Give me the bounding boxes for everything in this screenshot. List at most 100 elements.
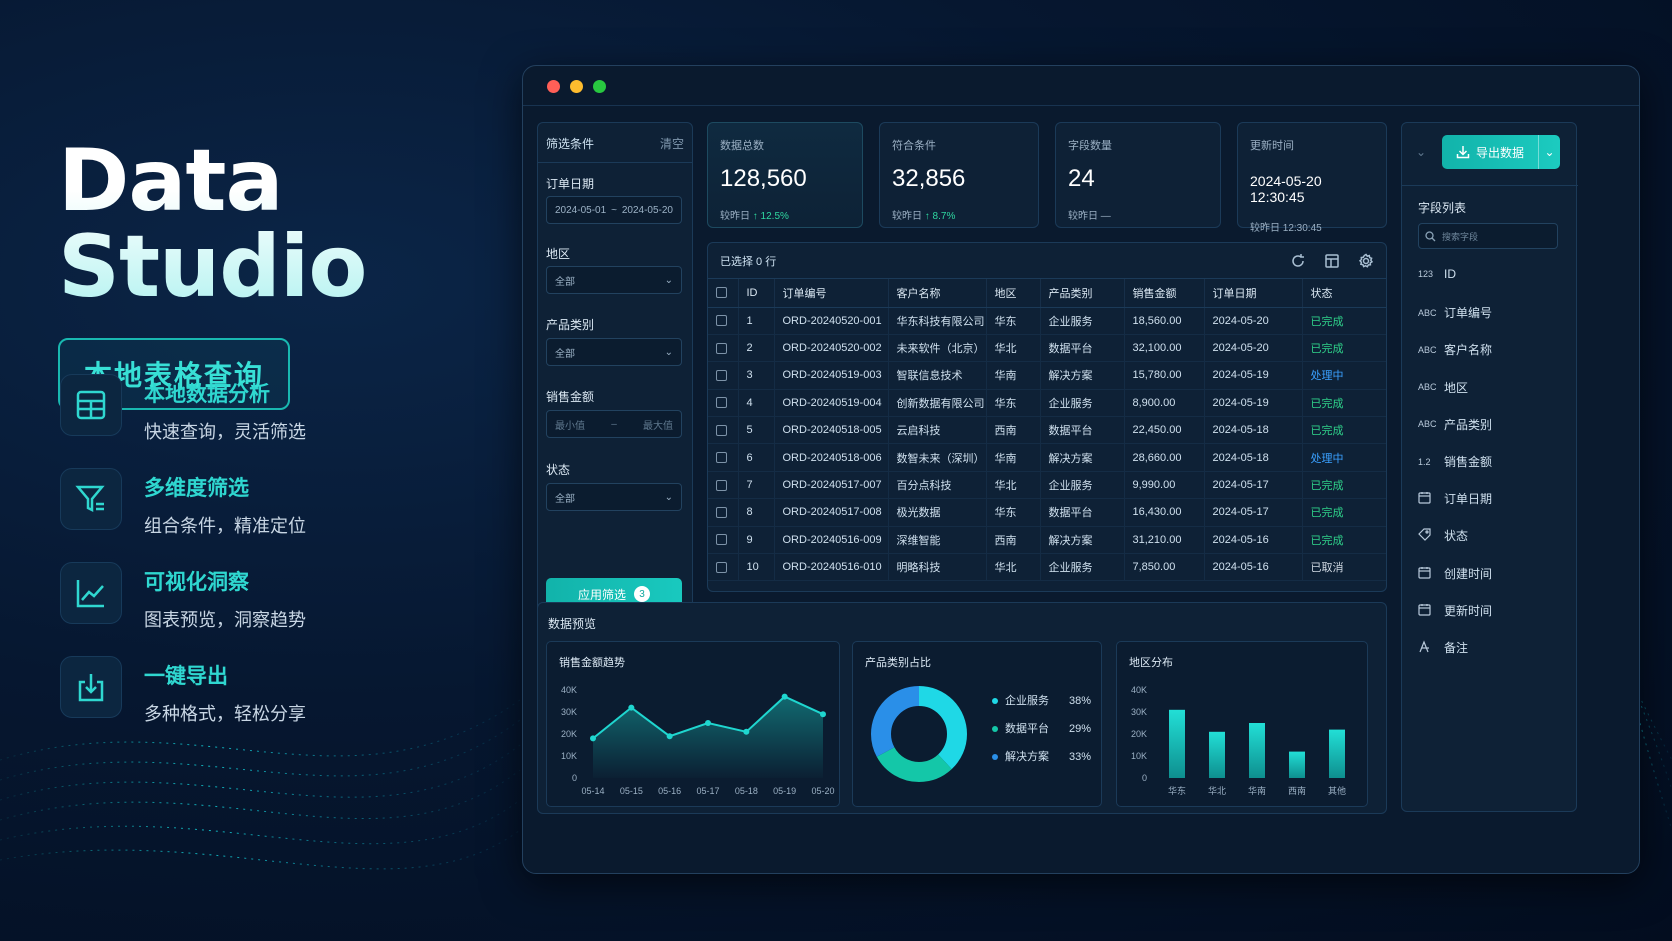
cell-category: 数据平台 [1040,334,1125,363]
region-dist-card: 地区分布 40K 30K 20K 10K 0 华东 华北 华南 西南 其他 [1116,641,1368,807]
close-window-button[interactable] [547,80,560,93]
col-header-status[interactable]: 状态 [1302,279,1386,308]
stat-value: 2024-05-20 12:30:45 [1250,173,1322,205]
columns-icon[interactable] [1324,253,1340,269]
window-titlebar [523,66,1639,106]
row-checkbox[interactable] [716,452,727,464]
col-header-date[interactable]: 订单日期 [1204,279,1303,308]
cell-category: 数据平台 [1040,498,1125,527]
stat-value: 24 [1068,165,1095,192]
y-tick-label: 0 [1142,773,1147,783]
col-header-amount[interactable]: 销售金额 [1124,279,1205,308]
field-item[interactable]: 备注 [1418,639,1468,656]
cell-amount: 22,450.00 [1124,416,1205,445]
row-checkbox[interactable] [716,370,727,382]
table-row[interactable]: 4 ORD-20240519-004 创新数据有限公司 华东 企业服务 8,900.00 2… [708,389,1386,418]
field-type-label: 1.2 [1418,456,1431,467]
field-item[interactable]: ABC 客户名称 [1418,341,1492,358]
settings-gear-icon[interactable] [1358,253,1374,269]
status-label: 状态 [546,463,571,477]
field-search-input[interactable]: 搜索字段 [1418,223,1558,249]
row-checkbox[interactable] [716,397,727,409]
maximize-window-button[interactable] [593,80,606,93]
field-item[interactable]: ABC 地区 [1418,379,1468,396]
amount-max-input[interactable]: 最大值 [643,420,673,432]
cell-id: 3 [738,361,775,390]
data-table-panel: 已选择 0 行 ID 订单编号 客户名称 地区 产品类别 销售金额 订单日期 状… [707,242,1387,592]
col-header-order-no[interactable]: 订单编号 [774,279,889,308]
clear-filters-button[interactable]: 清空 [659,137,684,151]
row-checkbox[interactable] [716,315,727,327]
cell-id: 2 [738,334,775,363]
export-dropdown-chevron-icon[interactable]: ⌄ [1538,135,1560,169]
amount-range-input[interactable]: 最小值 – 最大值 [546,410,682,438]
area-fill [593,696,823,778]
field-item[interactable]: 创建时间 [1418,565,1492,582]
field-item[interactable]: 订单日期 [1418,490,1492,507]
preview-title: 数据预览 [548,617,597,631]
tag-icon [1418,528,1444,543]
category-select[interactable]: 全部 ⌄ [546,338,682,366]
region-select[interactable]: 全部 ⌄ [546,266,682,294]
col-header-category[interactable]: 产品类别 [1040,279,1125,308]
field-item[interactable]: 123 ID [1418,267,1456,281]
row-checkbox[interactable] [716,561,727,573]
data-point [705,720,711,726]
date-separator: ~ [611,204,617,216]
row-checkbox[interactable] [716,342,727,354]
table-row[interactable]: 9 ORD-20240516-009 深维智能 西南 解决方案 31,210.00 2024… [708,526,1386,555]
stat-card-matched: 符合条件 32,856 较昨日 ↑ 8.7% [879,122,1039,228]
minimize-window-button[interactable] [570,80,583,93]
cell-date: 2024-05-17 [1204,471,1303,500]
table-row[interactable]: 2 ORD-20240520-002 未来软件（北京） 华北 数据平台 32,100.00… [708,334,1386,363]
table-row[interactable]: 8 ORD-20240517-008 极光数据 华东 数据平台 16,430.00 2024… [708,498,1386,527]
amount-min-input[interactable]: 最小值 [555,420,585,432]
field-type-label: ABC [1418,419,1437,430]
date-range-picker[interactable]: 2024-05-01 ~ 2024-05-20 [546,196,682,224]
cell-order-no: ORD-20240517-008 [774,498,889,527]
field-name: ID [1444,267,1456,281]
row-checkbox[interactable] [716,479,727,491]
table-row[interactable]: 7 ORD-20240517-007 百分点科技 华北 企业服务 9,990.00 2024… [708,471,1386,500]
feature-title: 多维度筛选 [144,477,249,500]
select-all-checkbox[interactable] [716,287,727,299]
selection-count: 已选择 0 行 [720,255,777,268]
field-item[interactable]: ABC 订单编号 [1418,304,1492,321]
table-row[interactable]: 1 ORD-20240520-001 华东科技有限公司 华东 企业服务 18,560.00… [708,307,1386,335]
field-item[interactable]: 状态 [1418,527,1468,544]
row-checkbox[interactable] [716,424,727,436]
field-item[interactable]: 1.2 销售金额 [1418,453,1492,470]
export-button[interactable]: 导出数据 ⌄ [1442,135,1560,169]
field-name: 状态 [1444,529,1469,544]
row-checkbox[interactable] [716,534,727,546]
col-header-id[interactable]: ID [738,279,775,308]
col-header-region[interactable]: 地区 [986,279,1041,308]
stat-card-fields: 字段数量 24 较昨日 — [1055,122,1221,228]
field-item[interactable]: 更新时间 [1418,602,1492,619]
collapse-chevron-icon[interactable]: ⌄ [1416,145,1427,159]
category-share-card: 产品类别占比 企业服务 38% 数据平台 29% 解决方案 33% [852,641,1102,807]
calendar-icon [1418,491,1444,506]
cell-region: 华北 [986,471,1041,500]
refresh-icon[interactable] [1290,253,1306,269]
legend-label: 解决方案 [1005,749,1049,763]
y-tick-label: 10K [561,751,577,761]
table-grid-icon [60,374,122,436]
table-row[interactable]: 3 ORD-20240519-003 智联信息技术 华南 解决方案 15,780.00 20… [708,361,1386,390]
table-row[interactable]: 5 ORD-20240518-005 云启科技 西南 数据平台 22,450.00 2024… [708,416,1386,445]
table-row[interactable]: 6 ORD-20240518-006 数智未来（深圳） 华南 解决方案 28,660.00… [708,443,1386,472]
cell-status: 已完成 [1302,416,1386,445]
col-header-customer[interactable]: 客户名称 [888,279,987,308]
data-point [820,711,826,718]
table-row[interactable]: 10 ORD-20240516-010 明略科技 华北 企业服务 7,850.00 2024… [708,553,1386,582]
x-tick-label: 华北 [1208,785,1226,796]
cell-amount: 28,660.00 [1124,443,1205,472]
cell-amount: 32,100.00 [1124,334,1205,363]
cell-category: 数据平台 [1040,416,1125,445]
legend-label: 企业服务 [1005,693,1049,707]
feature-item: 多维度筛选 组合条件，精准定位 [60,468,306,562]
field-item[interactable]: ABC 产品类别 [1418,416,1492,433]
row-checkbox[interactable] [716,507,727,519]
status-select[interactable]: 全部 ⌄ [546,483,682,511]
x-tick-label: 西南 [1288,785,1306,796]
